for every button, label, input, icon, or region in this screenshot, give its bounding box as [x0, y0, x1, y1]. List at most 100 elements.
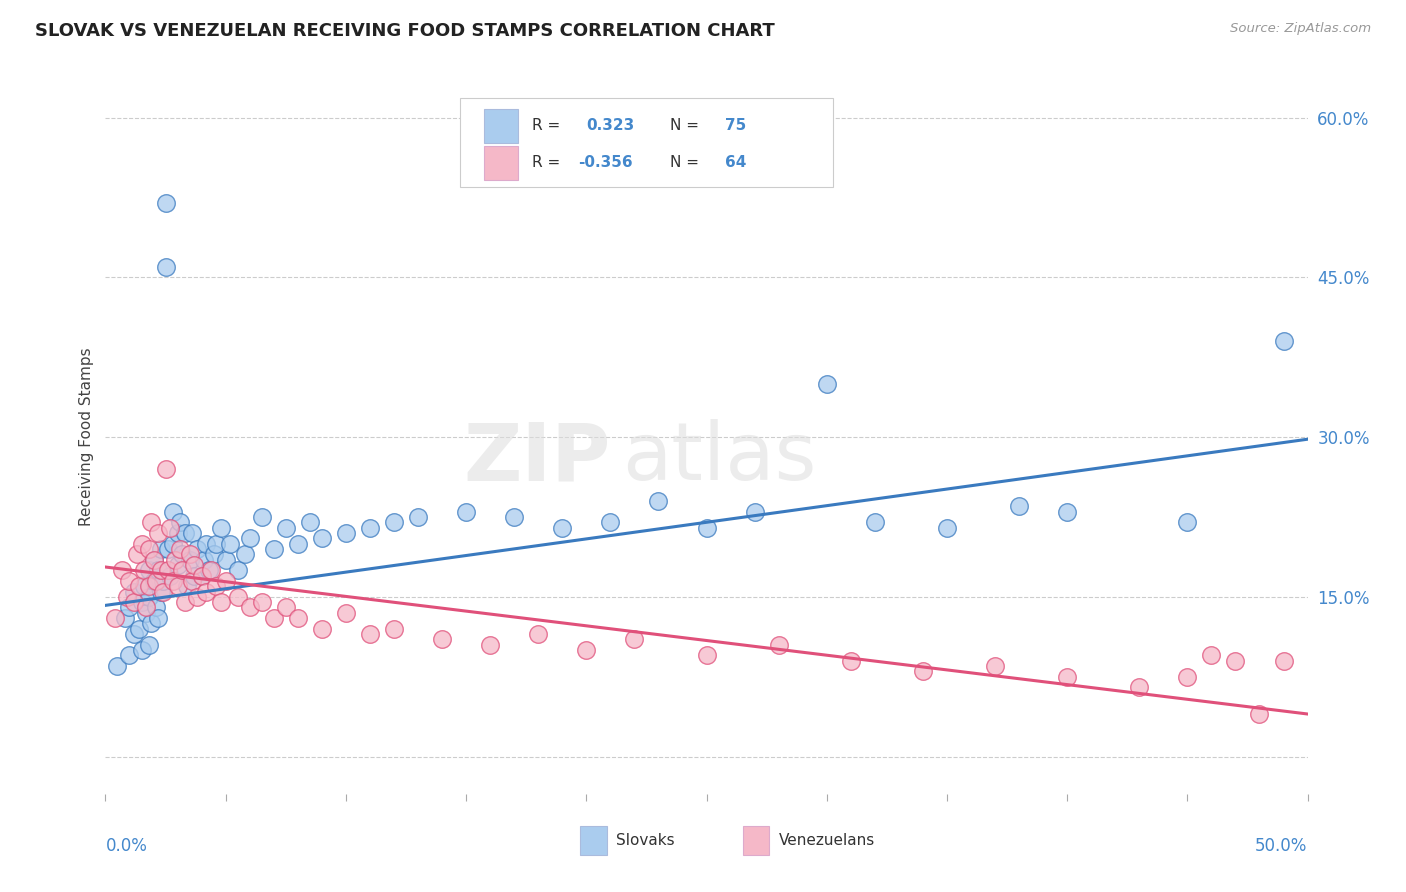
Point: [214, 552, 236, 566]
Point: [186, 541, 208, 556]
Point: [599, 516, 621, 530]
Point: [114, 611, 136, 625]
Point: [159, 520, 181, 534]
Point: [263, 541, 285, 556]
Point: [148, 563, 170, 577]
Point: [172, 563, 194, 577]
Point: [1056, 505, 1078, 519]
Point: [183, 558, 205, 572]
Point: [311, 622, 333, 636]
Point: [209, 595, 232, 609]
Point: [195, 536, 218, 550]
Point: [128, 579, 150, 593]
Point: [128, 622, 150, 636]
Point: [155, 260, 177, 274]
Point: [135, 606, 157, 620]
Point: [135, 600, 157, 615]
Point: [1175, 670, 1198, 684]
FancyBboxPatch shape: [484, 109, 517, 143]
Point: [173, 595, 195, 609]
Point: [145, 574, 167, 588]
Text: 0.0%: 0.0%: [105, 837, 148, 855]
Point: [239, 531, 262, 545]
Point: [205, 536, 228, 550]
Point: [696, 648, 718, 663]
Point: [132, 579, 155, 593]
Point: [1128, 681, 1150, 695]
Point: [911, 665, 934, 679]
Point: [132, 563, 155, 577]
Point: [169, 516, 191, 530]
Point: [138, 590, 160, 604]
Point: [1249, 706, 1271, 721]
Point: [172, 547, 194, 561]
Point: [479, 638, 502, 652]
Point: [131, 595, 153, 609]
Point: [179, 552, 201, 566]
Point: [138, 638, 160, 652]
Point: [863, 516, 886, 530]
Point: [527, 627, 550, 641]
Point: [233, 547, 256, 561]
Point: [623, 632, 645, 647]
Point: [382, 516, 405, 530]
Text: 64: 64: [724, 155, 747, 170]
Point: [176, 579, 198, 593]
Point: [195, 584, 218, 599]
Point: [1175, 516, 1198, 530]
Point: [311, 531, 333, 545]
Point: [768, 638, 790, 652]
Point: [107, 659, 129, 673]
Point: [1201, 648, 1223, 663]
Point: [139, 516, 162, 530]
Text: 0.323: 0.323: [586, 119, 634, 134]
Point: [190, 568, 212, 582]
Point: [287, 536, 309, 550]
Point: [1272, 334, 1295, 349]
Point: [575, 643, 598, 657]
Point: [335, 606, 357, 620]
Point: [551, 520, 574, 534]
Point: [250, 510, 273, 524]
Text: N =: N =: [671, 155, 699, 170]
Text: Slovaks: Slovaks: [616, 833, 675, 847]
FancyBboxPatch shape: [742, 826, 769, 855]
Point: [274, 520, 297, 534]
Point: [298, 516, 321, 530]
Text: N =: N =: [671, 119, 699, 134]
Point: [173, 525, 195, 540]
Point: [142, 552, 165, 566]
Text: ZIP: ZIP: [463, 419, 610, 498]
Point: [200, 563, 222, 577]
Point: [166, 558, 188, 572]
Point: [162, 536, 184, 550]
Point: [190, 568, 212, 582]
Point: [647, 494, 669, 508]
Point: [1008, 500, 1031, 514]
Point: [815, 376, 838, 391]
FancyBboxPatch shape: [581, 826, 607, 855]
Point: [202, 547, 225, 561]
Point: [149, 584, 172, 599]
Point: [839, 654, 862, 668]
Point: [125, 547, 148, 561]
Text: Source: ZipAtlas.com: Source: ZipAtlas.com: [1230, 22, 1371, 36]
Point: [155, 195, 177, 210]
Point: [124, 595, 146, 609]
Point: [118, 600, 141, 615]
Point: [430, 632, 453, 647]
Point: [193, 552, 215, 566]
Point: [139, 616, 162, 631]
Point: [239, 600, 262, 615]
Text: atlas: atlas: [623, 419, 817, 498]
Point: [142, 574, 165, 588]
Point: [219, 536, 242, 550]
Point: [186, 590, 208, 604]
Point: [181, 574, 204, 588]
Point: [503, 510, 526, 524]
Text: 75: 75: [724, 119, 745, 134]
Point: [162, 505, 184, 519]
Point: [124, 627, 146, 641]
Point: [111, 563, 134, 577]
Y-axis label: Receiving Food Stamps: Receiving Food Stamps: [79, 348, 94, 526]
